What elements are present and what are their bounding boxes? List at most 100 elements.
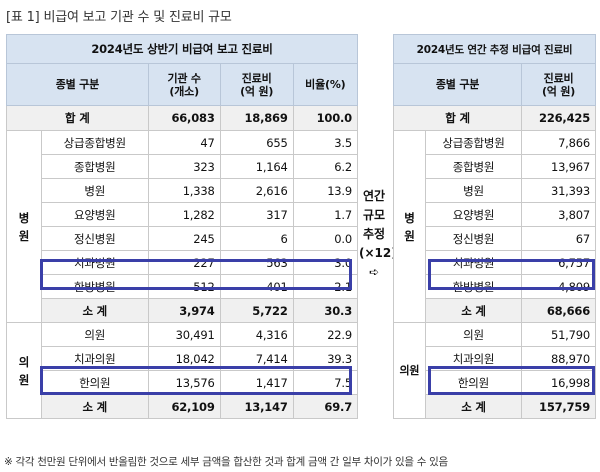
row-name: 의원 [424, 322, 523, 347]
row-name: 치과병원 [424, 250, 523, 275]
subtotal-cost: 68,666 [521, 298, 596, 323]
total-label: 합 계 [6, 105, 149, 131]
row-name: 병원 [40, 178, 149, 203]
table-row: 한방병원 4,809 [394, 274, 596, 299]
row-ratio: 6.2 [292, 154, 359, 179]
table-row-dental-hospital: 치과병원 227 563 3.0 [7, 250, 359, 275]
clinic-subtotal-row: 소 계 62,109 13,147 69.7 [7, 394, 359, 419]
header-row: 종별 구분 진료비 (억 원) [392, 63, 596, 106]
header-ratio: 비율(%) [292, 63, 359, 106]
row-cost: 13,967 [521, 154, 596, 179]
table-row: 요양병원 1,282 317 1.7 [7, 202, 359, 227]
row-cost: 16,998 [521, 370, 596, 395]
subtotal-ratio: 69.7 [292, 394, 359, 419]
row-cost: 88,970 [521, 346, 596, 371]
header-type: 종별 구분 [6, 63, 149, 106]
row-cost: 2,616 [219, 178, 294, 203]
row-cost: 6,757 [521, 250, 596, 275]
half-year-cost-table: 2024년도 상반기 비급여 보고 진료비 종별 구분 기관 수 (개소) 진료비… [6, 34, 359, 419]
subtotal-ratio: 30.3 [292, 298, 359, 323]
total-cost: 226,425 [521, 105, 596, 131]
row-count: 1,282 [147, 202, 221, 227]
table-row: 종합병원 323 1,164 6.2 [7, 154, 359, 179]
row-cost: 31,393 [521, 178, 596, 203]
row-cost: 4,809 [521, 274, 596, 299]
row-name: 종합병원 [40, 154, 149, 179]
subtotal-label: 소 계 [40, 394, 149, 419]
clinic-group-label: 의원 [393, 322, 426, 419]
row-ratio: 2.1 [292, 274, 359, 299]
row-cost: 317 [219, 202, 294, 227]
row-ratio: 39.3 [292, 346, 359, 371]
row-count: 30,491 [147, 322, 221, 347]
row-cost: 6 [219, 226, 294, 251]
clinic-subtotal-row: 소 계 157,759 [394, 394, 596, 419]
subtotal-label: 소 계 [424, 394, 523, 419]
total-row: 합 계 66,083 18,869 100.0 [6, 105, 359, 131]
table-row: 정신병원 245 6 0.0 [7, 226, 359, 251]
table-row: 한방병원 512 401 2.1 [7, 274, 359, 299]
row-cost: 51,790 [521, 322, 596, 347]
total-label: 합 계 [392, 105, 523, 131]
table-row: 병원 1,338 2,616 13.9 [7, 178, 359, 203]
table-row-dental-hospital: 치과병원 6,757 [394, 250, 596, 275]
total-count: 66,083 [147, 105, 221, 131]
total-cost: 18,869 [219, 105, 294, 131]
table-row-dental-clinic: 치과의원 18,042 7,414 39.3 [7, 346, 359, 371]
table-row: 요양병원 3,807 [394, 202, 596, 227]
row-name: 치과의원 [40, 346, 149, 371]
table-row: 종합병원 13,967 [394, 154, 596, 179]
hospital-subtotal-row: 소 계 3,974 5,722 30.3 [7, 298, 359, 323]
total-ratio: 100.0 [292, 105, 359, 131]
row-cost: 1,417 [219, 370, 294, 395]
total-row: 합 계 226,425 [392, 105, 596, 131]
row-count: 512 [147, 274, 221, 299]
subtotal-label: 소 계 [424, 298, 523, 323]
row-cost: 655 [219, 130, 294, 155]
annual-estimate-table: 2024년도 연간 추정 비급여 진료비 종별 구분 진료비 (억 원) 합 계 … [392, 34, 596, 419]
row-name: 정신병원 [424, 226, 523, 251]
table-row: 정신병원 67 [394, 226, 596, 251]
table-title-row: 2024년도 상반기 비급여 보고 진료비 [6, 34, 358, 64]
row-name: 치과병원 [40, 250, 149, 275]
row-name: 한의원 [40, 370, 149, 395]
table-row: 의원 의원 51,790 [393, 322, 596, 419]
subtotal-cost: 13,147 [219, 394, 294, 419]
row-name: 치과의원 [424, 346, 523, 371]
row-count: 47 [147, 130, 221, 155]
row-cost: 7,866 [521, 130, 596, 155]
row-ratio: 1.7 [292, 202, 359, 227]
row-ratio: 13.9 [292, 178, 359, 203]
right-arrow-icon: ➪ [368, 265, 380, 279]
header-cost: 진료비 (억 원) [219, 63, 294, 106]
row-cost: 563 [219, 250, 294, 275]
row-count: 245 [147, 226, 221, 251]
header-type: 종별 구분 [392, 63, 523, 106]
row-name: 의원 [40, 322, 149, 347]
header-cost: 진료비 (억 원) [521, 63, 596, 106]
row-count: 227 [147, 250, 221, 275]
row-name: 상급종합병원 [40, 130, 149, 155]
row-cost: 7,414 [219, 346, 294, 371]
row-count: 323 [147, 154, 221, 179]
annual-estimate-note: 연간 규모 추정 (×12) ➪ [359, 187, 397, 282]
subtotal-cost: 5,722 [219, 298, 294, 323]
row-name: 한의원 [424, 370, 523, 395]
header-count: 기관 수 (개소) [147, 63, 221, 106]
subtotal-count: 62,109 [147, 394, 221, 419]
row-cost: 67 [521, 226, 596, 251]
row-name: 병원 [424, 178, 523, 203]
row-name: 상급종합병원 [424, 130, 523, 155]
row-count: 13,576 [147, 370, 221, 395]
row-cost: 401 [219, 274, 294, 299]
row-name: 한방병원 [424, 274, 523, 299]
table-title: 2024년도 상반기 비급여 보고 진료비 [6, 34, 358, 64]
table-title-row: 2024년도 연간 추정 비급여 진료비 [393, 34, 596, 64]
row-name: 요양병원 [40, 202, 149, 227]
row-name: 요양병원 [424, 202, 523, 227]
row-ratio: 3.0 [292, 250, 359, 275]
